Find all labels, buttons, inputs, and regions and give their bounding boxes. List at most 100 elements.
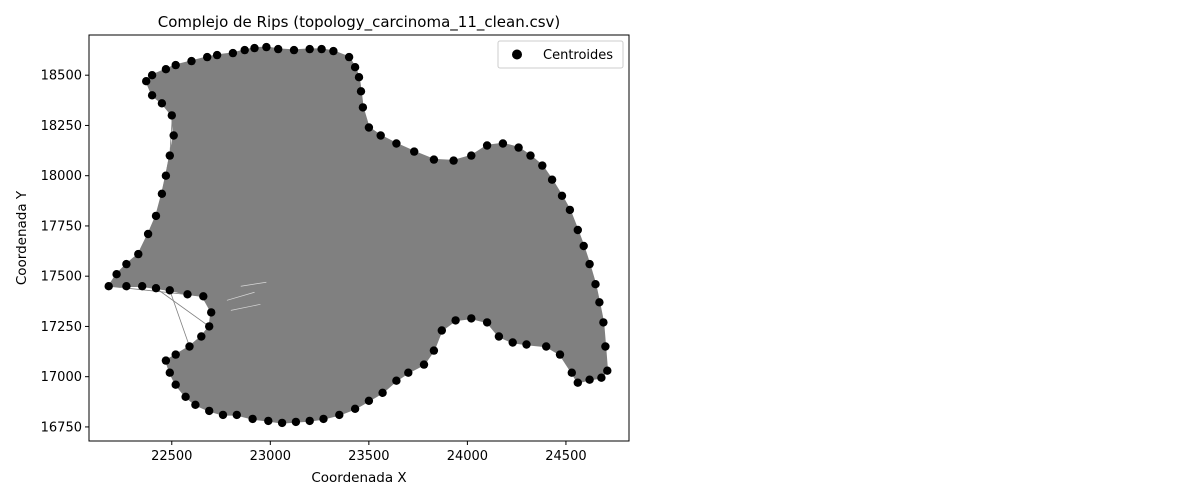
centroid-points [104, 42, 612, 428]
y-tick-label: 18500 [41, 69, 82, 84]
legend-marker [512, 49, 522, 60]
chart-title: Complejo de Rips (topology_carcinoma_11_… [158, 13, 561, 32]
centroid-point [250, 43, 259, 53]
centroid-point [165, 286, 174, 295]
centroid-point [104, 282, 113, 291]
x-axis-label: Coordenada X [311, 470, 406, 486]
centroid-point [557, 191, 567, 200]
centroid-point [378, 388, 387, 397]
centroid-point [350, 62, 360, 72]
centroid-point [122, 282, 131, 291]
centroid-point [205, 406, 214, 416]
legend-entry-centroides: Centroides [543, 48, 613, 63]
centroid-point [498, 139, 508, 148]
centroid-point [319, 414, 328, 424]
centroid-point [151, 211, 161, 221]
rips-edge [169, 290, 190, 347]
centroid-point [335, 410, 344, 420]
centroid-point [218, 410, 228, 420]
centroid-point [207, 308, 216, 317]
rips-edge-gap [230, 303, 261, 311]
centroid-point [585, 259, 594, 269]
y-tick-label: 17500 [41, 270, 82, 285]
centroid-point [291, 417, 301, 427]
y-axis-label: Coordenada Y [14, 190, 30, 285]
centroid-point [573, 378, 582, 387]
centroid-point [579, 241, 588, 251]
x-tick-label: 24500 [545, 449, 586, 464]
centroid-point [205, 322, 214, 331]
centroid-point [573, 225, 582, 235]
centroid-point [171, 350, 180, 359]
centroid-point [538, 161, 547, 170]
axes-frame [88, 34, 630, 442]
x-tick-label: 23500 [348, 449, 389, 464]
centroid-point [181, 392, 190, 401]
rips-edge-gap [226, 291, 255, 301]
centroid-point [467, 151, 476, 160]
centroid-point [212, 50, 222, 60]
centroid-point [199, 292, 208, 301]
centroid-point [169, 131, 178, 140]
centroid-point [601, 342, 610, 351]
legend: Centroides [497, 40, 624, 69]
y-tick-label: 17250 [41, 320, 82, 335]
centroid-point [467, 314, 476, 323]
centroid-point [451, 316, 460, 325]
centroid-point [392, 139, 401, 148]
centroid-point [305, 416, 314, 426]
centroid-point [185, 342, 194, 351]
centroid-point [555, 350, 565, 359]
centroid-point [112, 270, 121, 279]
centroid-point [203, 52, 212, 62]
y-tick-label: 18250 [41, 119, 82, 134]
x-axis-ticks: 22500 23000 23500 24000 24500 [151, 441, 587, 464]
centroid-point [358, 103, 368, 112]
rips-edge [169, 65, 177, 156]
centroid-point [277, 418, 287, 428]
centroid-point [597, 373, 606, 382]
centroid-point [364, 123, 374, 132]
centroid-point [482, 318, 492, 327]
centroid-point [187, 56, 196, 66]
centroid-point [232, 410, 241, 420]
centroid-point [161, 356, 171, 365]
centroid-point [508, 338, 517, 347]
centroid-point [143, 229, 153, 239]
rips-edge [161, 135, 175, 194]
centroid-point [134, 249, 143, 259]
centroid-point [542, 342, 551, 351]
centroid-point [262, 42, 271, 52]
centroid-point [350, 404, 360, 413]
centroid-point [565, 205, 575, 215]
rips-edge [138, 253, 188, 295]
rips-edge-gap [240, 281, 267, 287]
x-tick-label: 22500 [151, 449, 192, 464]
centroid-point [317, 44, 326, 54]
centroid-point [161, 171, 171, 180]
x-tick-label: 24000 [447, 449, 488, 464]
y-tick-label: 17750 [41, 219, 82, 234]
rips-edge-region [107, 46, 609, 424]
y-tick-label: 18000 [41, 169, 82, 184]
centroid-point [157, 99, 167, 108]
centroid-point [494, 332, 504, 341]
centroid-point [354, 73, 364, 82]
centroid-point [274, 44, 283, 54]
centroid-point [157, 189, 167, 198]
y-tick-label: 17000 [41, 370, 82, 385]
centroid-point [197, 332, 206, 341]
centroid-point [526, 151, 535, 160]
centroid-point [376, 131, 385, 140]
centroid-point [240, 45, 249, 55]
centroid-point [161, 65, 171, 74]
centroid-point [364, 396, 374, 405]
centroid-point [264, 416, 273, 426]
centroid-point [171, 60, 180, 70]
centroid-point [567, 368, 576, 377]
x-tick-label: 23000 [250, 449, 291, 464]
centroid-point [410, 147, 419, 156]
centroid-point [392, 376, 401, 385]
centroid-point [603, 366, 612, 375]
centroid-point [514, 143, 523, 152]
